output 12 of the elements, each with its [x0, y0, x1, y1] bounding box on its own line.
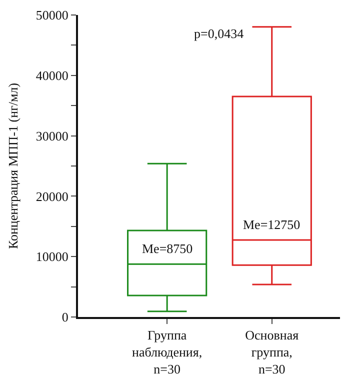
- y-tick-label: 10000: [36, 249, 68, 264]
- y-axis-title: Концентрация МПП-1 (нг/мл): [5, 82, 20, 250]
- annotation: Me=12750: [243, 217, 300, 232]
- annotation: p=0,0434: [194, 26, 244, 41]
- y-tick-label: 40000: [36, 68, 68, 83]
- x-tick-label: Основная группа, n=30: [245, 328, 299, 376]
- x-tick-label: Группа наблюдения, n=30: [132, 328, 202, 376]
- y-tick-label: 0: [62, 310, 68, 325]
- y-tick-label: 20000: [36, 188, 68, 204]
- annotation: Me=8750: [142, 241, 193, 256]
- y-tick-label: 30000: [36, 128, 68, 144]
- y-tick-label: 50000: [36, 8, 68, 23]
